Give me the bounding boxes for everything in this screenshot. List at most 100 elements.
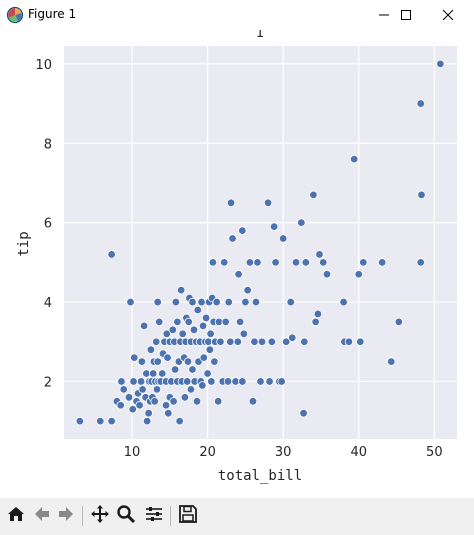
y-tick-label: 8 [44,137,52,152]
scatter-point [257,337,267,346]
configure-subplots-button[interactable] [142,504,166,528]
scatter-point [245,258,255,267]
scatter-point [183,357,193,366]
scatter-point [197,297,206,307]
scatter-point [152,385,162,394]
close-button[interactable] [430,0,466,30]
y-tick-label: 6 [44,217,52,232]
figure-canvas[interactable]: 10 20 30 40 50 2 4 6 8 10 1 total_bill tip [0,26,474,498]
scatter-point [300,337,309,346]
scatter-point [139,321,149,331]
x-tick-label: 10 [124,445,141,460]
scatter-point [188,365,197,374]
scatter-point [271,258,280,267]
maximize-button[interactable] [388,0,424,30]
scatter-point [182,377,192,386]
scatter-point [216,337,225,346]
scatter-point [184,317,193,327]
scatter-point [226,198,236,208]
x-tick-label: 50 [426,445,443,460]
scatter-point [309,190,318,200]
scatter-point [153,357,162,366]
scatter-point [155,317,164,327]
scatter-point [161,401,171,410]
minimize-button[interactable] [366,0,402,30]
scatter-point [164,408,173,418]
scatter-point [116,401,125,410]
scatter-point [248,397,258,406]
toolbar-separator [170,506,171,526]
scatter-point [344,337,354,346]
scatter-point [394,317,404,327]
scatter-point [207,377,216,386]
scatter-point [142,416,152,426]
scatter-point [198,381,207,390]
scatter-point [263,198,273,208]
scatter-point [315,250,324,259]
save-icon [178,504,198,528]
toolbar-separator [82,506,83,526]
y-tick-labels: 2 4 6 8 10 [35,58,52,391]
scatter-point [126,297,135,307]
home-button[interactable] [4,504,28,528]
pan-button[interactable] [88,504,112,528]
scatter-point [175,416,184,426]
scatter-point [239,329,249,339]
scatter-point [210,357,219,366]
scatter-point [137,357,147,366]
scatter-point [253,258,262,267]
scatter-point [162,329,171,339]
scatter-point [198,321,208,331]
scatter-point [96,416,105,426]
scatter-point [223,377,233,386]
scatter-point [238,377,247,386]
scatter-point [107,416,116,426]
navigation-toolbar [0,498,474,535]
scatter-point [250,337,259,346]
scatter-point [281,337,291,346]
forward-button[interactable] [54,504,78,528]
scatter-point [128,405,137,414]
scatter-point [168,325,178,335]
zoom-button[interactable] [114,504,138,528]
scatter-point [193,305,202,315]
scatter-point [286,297,295,307]
scatter-point [220,258,229,267]
scatter-point [313,309,323,319]
scatter-point [203,369,212,378]
chart-title: 1 [256,30,264,41]
scatter-point [169,397,178,406]
scatter-point [199,353,209,362]
scatter-point [146,345,156,354]
scatter-point [119,385,128,394]
back-button[interactable] [30,504,54,528]
y-tick-label: 10 [35,58,52,73]
scatter-point [188,297,197,307]
scatter-point [208,258,218,267]
scatter-point [359,258,368,267]
scatter-point [75,416,85,426]
x-axis-label: total_bill [218,468,302,484]
scatter-point [241,297,250,307]
window-title: Figure 1 [28,7,77,21]
x-tick-label: 40 [350,445,367,460]
save-button[interactable] [176,504,200,528]
scatter-point [299,408,308,418]
scatter-point [356,337,365,346]
home-icon [6,504,26,528]
scatter-point [319,258,328,267]
scatter-point [148,369,158,378]
scatter-point [228,234,237,243]
scatter-point [238,226,247,235]
axes-background [64,46,457,439]
minimize-icon [378,6,390,25]
scatter-point [130,353,139,362]
scatter-point [301,258,311,267]
scatter-point [221,317,230,327]
scatter-point [224,297,233,307]
scatter-point [138,385,147,394]
scatter-point [170,365,180,374]
y-tick-label: 4 [44,296,52,311]
scatter-point [117,377,126,386]
scatter-point [278,234,288,243]
